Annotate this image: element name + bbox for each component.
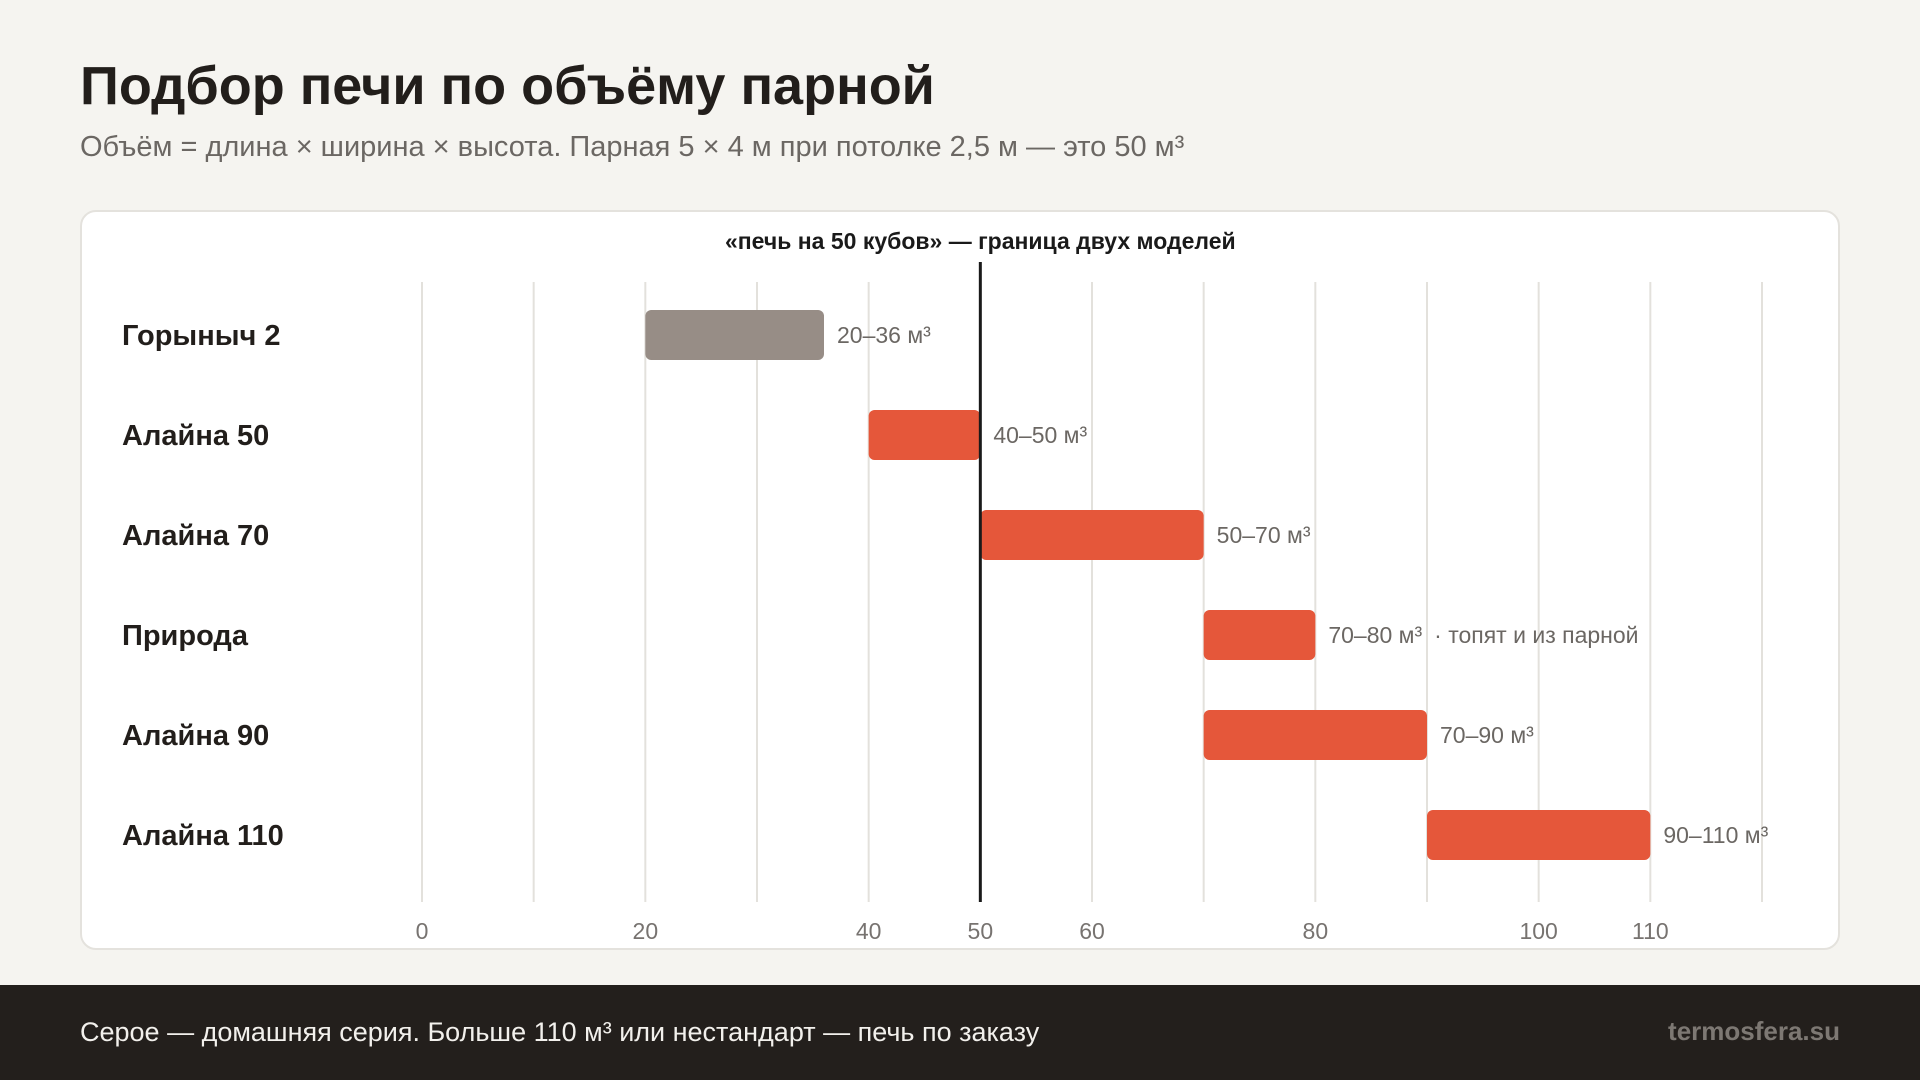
category-label: Алайна 110 — [122, 820, 284, 852]
value-label: 50–70 м³ — [1217, 522, 1311, 548]
reference-line-label: «печь на 50 кубов» — граница двух моделе… — [725, 228, 1236, 254]
footer: Серое — домашняя серия. Больше 110 м³ ил… — [0, 985, 1920, 1080]
value-label: 70–80 м³ · топят и из парной — [1328, 622, 1638, 648]
x-tick-label: 100 — [1519, 918, 1557, 944]
category-label: Горыныч 2 — [122, 320, 281, 352]
category-label: Алайна 90 — [122, 720, 269, 752]
category-label: Алайна 70 — [122, 520, 269, 552]
chart-card: 0 20 40 50 60 80 100 110 Горыныч 2 20–36 м³ Алайна… — [80, 210, 1840, 950]
x-tick-label: 0 — [416, 918, 429, 944]
range-bar — [645, 310, 824, 360]
category-label: Природа — [122, 620, 249, 652]
x-tick-label: 50 — [968, 918, 994, 944]
range-bar — [868, 410, 981, 460]
range-bar — [1203, 610, 1316, 660]
footer-brand-link[interactable]: termosfera.su — [1668, 1016, 1840, 1046]
value-label: 20–36 м³ — [837, 322, 931, 348]
range-bar — [1203, 710, 1427, 760]
x-tick-label: 40 — [856, 918, 882, 944]
x-tick-label: 80 — [1303, 918, 1329, 944]
category-label: Алайна 50 — [122, 420, 269, 452]
x-tick-label: 110 — [1632, 918, 1669, 944]
bar-note: · топят и из парной — [1434, 622, 1638, 648]
x-tick-label: 60 — [1079, 918, 1105, 944]
value-label: 40–50 м³ — [993, 422, 1087, 448]
page-title: Подбор печи по объёму парной — [80, 56, 935, 116]
page-subtitle: Объём = длина × ширина × высота. Парная … — [80, 131, 1185, 163]
value-label: 70–90 м³ — [1440, 722, 1534, 748]
footer-note: Серое — домашняя серия. Больше 110 м³ ил… — [80, 1017, 1040, 1047]
range-bar — [1427, 810, 1651, 860]
range-bar-chart: 0 20 40 50 60 80 100 110 Горыныч 2 20–36 м³ Алайна… — [122, 228, 1769, 944]
range-bar — [980, 510, 1204, 560]
x-tick-label: 20 — [633, 918, 659, 944]
value-label: 90–110 м³ — [1663, 822, 1768, 848]
